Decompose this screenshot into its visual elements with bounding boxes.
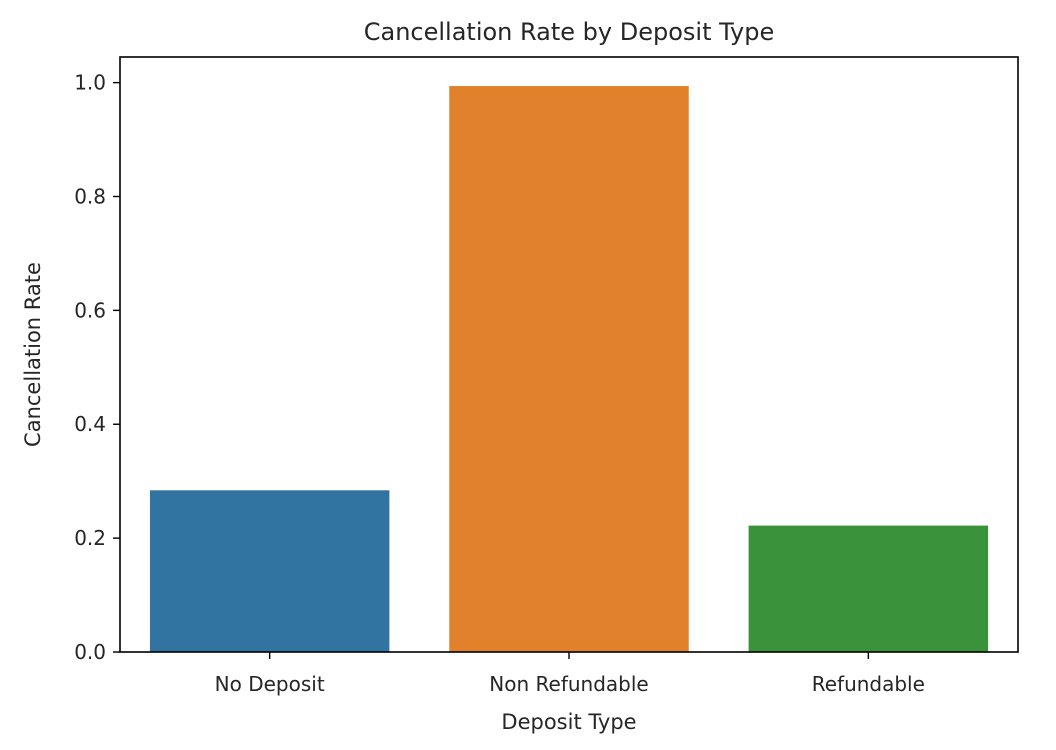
bar-no-deposit [149,490,390,652]
x-ticks-group: No Deposit Non Refundable Refundable [215,652,925,696]
x-tick-label: Refundable [812,672,925,696]
y-axis-label: Cancellation Rate [21,262,45,447]
plot-frame [119,56,1019,653]
y-tick-label: 0.6 [74,298,106,322]
chart-title: Cancellation Rate by Deposit Type [364,18,775,46]
y-tick-label: 1.0 [74,71,106,95]
bar-refundable [748,525,989,652]
y-tick-label: 0.2 [74,526,106,550]
y-ticks-group: 0.0 0.2 0.4 0.6 0.8 1.0 [74,71,120,664]
x-axis-label: Deposit Type [501,710,636,734]
y-tick-label: 0.8 [74,184,106,208]
bars-group [149,86,989,653]
x-tick-label: Non Refundable [489,672,648,696]
x-tick-label: No Deposit [215,672,325,696]
y-tick-label: 0.0 [74,640,106,664]
y-tick-label: 0.4 [74,412,106,436]
bar-non-refundable [449,86,689,653]
